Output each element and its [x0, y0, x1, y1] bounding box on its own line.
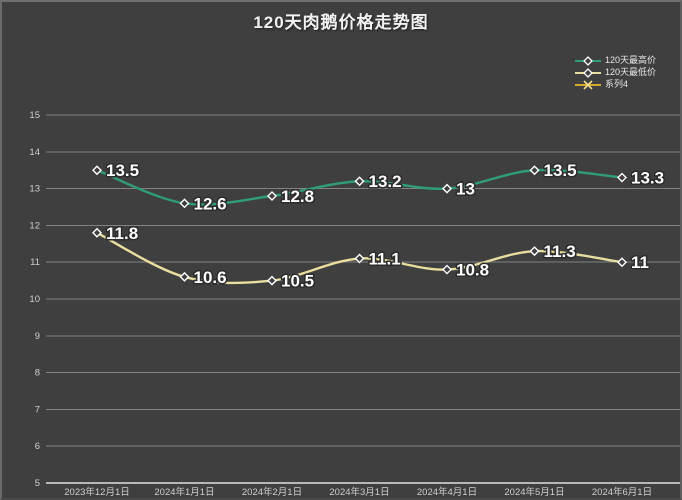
x-axis-tick-label: 2023年12月1日 — [64, 486, 129, 498]
data-point-marker — [617, 172, 627, 183]
x-axis-tick-label: 2024年5月1日 — [504, 486, 564, 498]
data-point-label: 13.3 — [631, 169, 664, 188]
data-point-label: 12.8 — [281, 187, 314, 206]
data-point-marker — [354, 176, 365, 187]
y-axis-tick-label: 8 — [35, 368, 40, 379]
data-point-marker — [354, 253, 365, 264]
data-point-label: 13.2 — [369, 172, 402, 191]
data-point-label: 11.8 — [106, 224, 138, 243]
data-point-label: 10.6 — [194, 268, 227, 287]
data-point-marker — [267, 275, 277, 286]
data-point-marker — [179, 271, 190, 282]
y-axis-tick-label: 11 — [30, 257, 40, 268]
legend-label: 系列4 — [604, 79, 628, 89]
legend-item: 120天最高价 — [574, 55, 656, 66]
y-axis-tick-label: 13 — [29, 184, 40, 195]
y-axis-tick-label: 6 — [35, 441, 40, 452]
data-point-marker — [442, 183, 452, 194]
data-point-marker — [92, 165, 102, 176]
data-point-label: 13.5 — [544, 161, 577, 180]
y-axis-tick-label: 10 — [29, 294, 40, 305]
y-axis-tick-label: 9 — [35, 331, 40, 342]
data-point-label: 12.6 — [194, 194, 227, 213]
x-axis-tick-label: 2024年1月1日 — [154, 486, 214, 498]
chart-title: 120天肉鹅价格走势图 — [253, 13, 429, 32]
y-axis-tick-label: 15 — [29, 110, 40, 121]
legend-x-marker-icon — [574, 79, 601, 90]
data-point-label: 10.8 — [456, 261, 489, 280]
x-axis-tick-label: 2024年3月1日 — [329, 486, 389, 498]
data-point-label: 13 — [456, 180, 475, 199]
data-point-marker — [529, 246, 540, 257]
data-point-marker — [92, 227, 102, 238]
y-axis-tick-label: 5 — [35, 478, 40, 489]
legend-item: 120天最低价 — [574, 67, 656, 78]
data-point-label: 10.5 — [281, 272, 314, 291]
x-axis-tick-label: 2024年4月1日 — [417, 486, 477, 498]
data-point-label: 11.3 — [544, 242, 576, 261]
legend-label: 120天最高价 — [604, 55, 656, 65]
data-point-marker — [267, 190, 277, 201]
y-axis-tick-label: 12 — [29, 220, 40, 231]
x-axis-tick-label: 2024年2月1日 — [242, 486, 302, 498]
data-point-label: 11 — [631, 253, 649, 272]
data-point-label: 13.5 — [106, 161, 139, 180]
data-point-marker — [442, 264, 452, 275]
data-point-label: 11.1 — [369, 250, 401, 269]
legend-diamond-marker-icon — [574, 55, 601, 66]
legend-diamond-marker-icon — [574, 67, 601, 78]
y-axis-tick-label: 14 — [29, 147, 40, 158]
y-axis-tick-label: 7 — [35, 404, 40, 415]
data-point-marker — [179, 198, 190, 209]
x-axis-tick-label: 2024年6月1日 — [592, 486, 652, 498]
chart-legend: 120天最高价 120天最低价 系列4 — [574, 55, 656, 90]
data-point-marker — [529, 165, 540, 176]
legend-item: 系列4 — [574, 79, 656, 90]
data-point-marker — [617, 257, 627, 268]
legend-label: 120天最低价 — [604, 67, 656, 77]
